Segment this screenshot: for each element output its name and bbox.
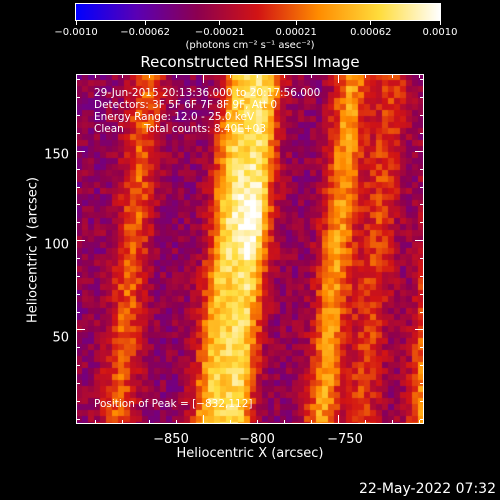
y-minor-tick xyxy=(420,293,424,295)
x-minor-tick xyxy=(148,74,150,78)
y-minor-tick xyxy=(420,79,424,81)
colorbar-tick-label: −0.00021 xyxy=(194,27,245,38)
x-axis-title: Heliocentric X (arcsec) xyxy=(176,446,324,461)
y-minor-tick xyxy=(420,275,424,277)
y-major-tick xyxy=(76,329,85,331)
y-minor-tick xyxy=(420,97,424,99)
x-major-tick xyxy=(337,74,339,83)
y-major-tick xyxy=(415,240,424,242)
y-minor-tick xyxy=(420,186,424,188)
y-axis-title: Heliocentric Y (arcsec) xyxy=(25,177,41,323)
y-minor-tick xyxy=(76,400,80,402)
annotation-total-counts: Total counts: 8.40E+03 xyxy=(144,123,267,135)
annotation-energy-range: Energy Range: 12.0 - 25.0 keV xyxy=(94,111,255,123)
y-minor-tick xyxy=(76,293,80,295)
y-tick-label: 150 xyxy=(44,147,69,163)
annotation-algorithm: Clean xyxy=(94,123,124,135)
colorbar-tick-label: 0.0010 xyxy=(422,27,458,38)
y-minor-tick xyxy=(76,311,80,313)
y-minor-tick xyxy=(76,115,80,117)
heatmap-image xyxy=(76,74,424,424)
y-minor-tick xyxy=(420,311,424,313)
annotation-peak-position: Position of Peak = [−832,112] xyxy=(94,398,253,410)
x-minor-tick xyxy=(256,420,258,424)
y-minor-tick xyxy=(76,168,80,170)
y-minor-tick xyxy=(76,418,80,420)
y-minor-tick xyxy=(420,400,424,402)
y-minor-tick xyxy=(76,97,80,99)
x-minor-tick xyxy=(391,420,393,424)
colorbar-tick xyxy=(219,20,221,25)
plot-timestamp: 22-May-2022 07:32 xyxy=(358,481,496,497)
x-minor-tick xyxy=(391,74,393,78)
y-minor-tick xyxy=(76,186,80,188)
x-minor-tick xyxy=(256,74,258,78)
x-minor-tick xyxy=(229,420,231,424)
colorbar-tick xyxy=(75,20,77,25)
x-minor-tick xyxy=(418,74,420,78)
x-major-tick xyxy=(337,415,339,424)
y-major-tick xyxy=(76,150,85,152)
x-minor-tick xyxy=(148,420,150,424)
y-tick-label: 100 xyxy=(44,237,69,253)
x-minor-tick xyxy=(121,74,123,78)
colorbar-tick xyxy=(370,20,372,25)
y-minor-tick xyxy=(420,115,424,117)
y-minor-tick xyxy=(420,382,424,384)
x-minor-tick xyxy=(229,74,231,78)
y-minor-tick xyxy=(76,382,80,384)
y-minor-tick xyxy=(76,257,80,259)
y-minor-tick xyxy=(76,132,80,134)
colorbar-unit-label: (photons cm⁻² s⁻¹ asec⁻²) xyxy=(185,40,315,51)
chart-title: Reconstructed RHESSI Image xyxy=(140,53,360,71)
y-minor-tick xyxy=(420,132,424,134)
x-minor-tick xyxy=(310,420,312,424)
x-minor-tick xyxy=(175,420,177,424)
x-tick-label: −800 xyxy=(239,432,275,447)
x-major-tick xyxy=(202,74,204,83)
x-major-tick xyxy=(202,415,204,424)
x-minor-tick xyxy=(283,420,285,424)
colorbar-tick xyxy=(295,20,297,25)
colorbar-tick-label: 0.00021 xyxy=(275,27,317,38)
y-minor-tick xyxy=(76,79,80,81)
y-minor-tick xyxy=(420,365,424,367)
y-minor-tick xyxy=(420,204,424,206)
colorbar-tick-label: −0.0010 xyxy=(54,27,98,38)
x-minor-tick xyxy=(121,420,123,424)
y-major-tick xyxy=(415,329,424,331)
y-minor-tick xyxy=(420,168,424,170)
x-minor-tick xyxy=(310,74,312,78)
y-minor-tick xyxy=(420,347,424,349)
x-minor-tick xyxy=(94,420,96,424)
annotation-detectors: Detectors: 3F 5F 6F 7F 8F 9F, Att 0 xyxy=(94,99,278,111)
x-minor-tick xyxy=(418,420,420,424)
y-tick-label: 50 xyxy=(52,330,69,346)
colorbar-tick xyxy=(439,20,441,25)
y-minor-tick xyxy=(420,222,424,224)
y-minor-tick xyxy=(76,204,80,206)
y-minor-tick xyxy=(76,365,80,367)
colorbar-tick-label: 0.00062 xyxy=(350,27,392,38)
x-minor-tick xyxy=(175,74,177,78)
y-major-tick xyxy=(415,150,424,152)
y-minor-tick xyxy=(420,418,424,420)
x-minor-tick xyxy=(283,74,285,78)
x-minor-tick xyxy=(364,74,366,78)
colorbar xyxy=(75,3,441,21)
x-minor-tick xyxy=(364,420,366,424)
x-tick-label: −850 xyxy=(153,432,189,447)
y-minor-tick xyxy=(76,222,80,224)
colorbar-tick-label: −0.00062 xyxy=(120,27,171,38)
colorbar-tick xyxy=(144,20,146,25)
annotation-time-range: 29-Jun-2015 20:13:36.000 to 20:17:56.000 xyxy=(94,87,321,99)
y-minor-tick xyxy=(76,275,80,277)
y-minor-tick xyxy=(76,347,80,349)
plot-frame xyxy=(76,74,424,424)
y-major-tick xyxy=(76,240,85,242)
y-minor-tick xyxy=(420,257,424,259)
x-tick-label: −750 xyxy=(327,432,363,447)
x-minor-tick xyxy=(94,74,96,78)
